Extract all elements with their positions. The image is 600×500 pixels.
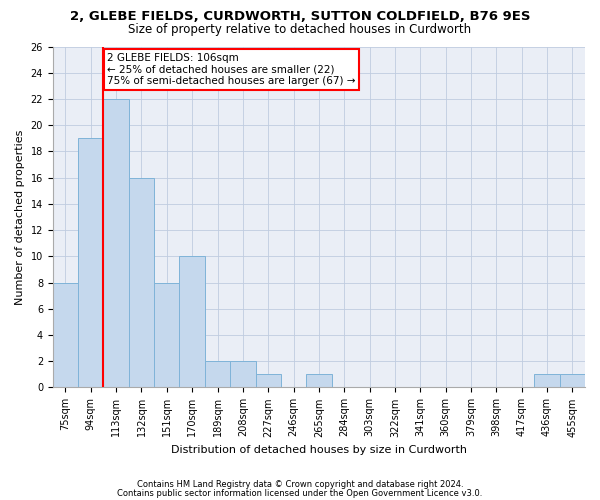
Bar bbox=[230, 361, 256, 388]
Bar bbox=[78, 138, 103, 388]
Bar bbox=[179, 256, 205, 388]
Bar bbox=[129, 178, 154, 388]
Bar bbox=[154, 282, 179, 388]
Bar bbox=[103, 99, 129, 388]
Bar bbox=[535, 374, 560, 388]
Bar bbox=[560, 374, 585, 388]
Text: 2 GLEBE FIELDS: 106sqm
← 25% of detached houses are smaller (22)
75% of semi-det: 2 GLEBE FIELDS: 106sqm ← 25% of detached… bbox=[107, 53, 356, 86]
X-axis label: Distribution of detached houses by size in Curdworth: Distribution of detached houses by size … bbox=[171, 445, 467, 455]
Bar bbox=[53, 282, 78, 388]
Text: Contains public sector information licensed under the Open Government Licence v3: Contains public sector information licen… bbox=[118, 488, 482, 498]
Bar bbox=[256, 374, 281, 388]
Text: Contains HM Land Registry data © Crown copyright and database right 2024.: Contains HM Land Registry data © Crown c… bbox=[137, 480, 463, 489]
Y-axis label: Number of detached properties: Number of detached properties bbox=[15, 130, 25, 304]
Bar bbox=[306, 374, 332, 388]
Text: Size of property relative to detached houses in Curdworth: Size of property relative to detached ho… bbox=[128, 22, 472, 36]
Text: 2, GLEBE FIELDS, CURDWORTH, SUTTON COLDFIELD, B76 9ES: 2, GLEBE FIELDS, CURDWORTH, SUTTON COLDF… bbox=[70, 10, 530, 23]
Bar bbox=[205, 361, 230, 388]
